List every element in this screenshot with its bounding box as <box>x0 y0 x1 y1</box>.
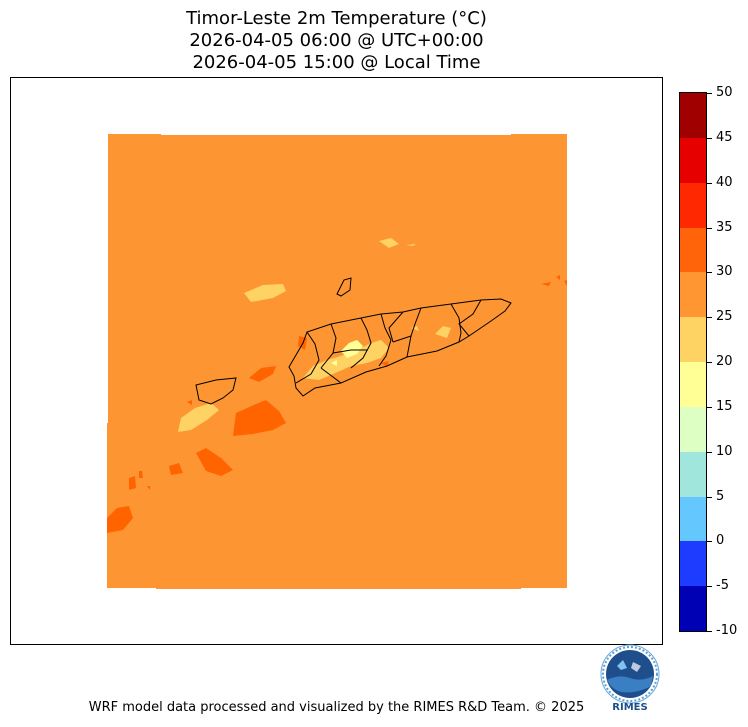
colorbar-tick-label: 30 <box>716 264 733 280</box>
colorbar-tick <box>707 406 712 408</box>
svg-text:RIMES: RIMES <box>612 702 647 713</box>
colorbar-tick-label: 50 <box>716 85 733 100</box>
rimes-logo: RIMES <box>597 644 663 714</box>
admin-borders <box>195 277 512 405</box>
colorbar-segment <box>680 182 706 228</box>
colorbar-tick-label: 10 <box>716 443 733 459</box>
colorbar-tick <box>707 451 712 453</box>
colorbar-tick <box>707 496 712 498</box>
colorbar-tick <box>707 272 712 274</box>
mild-patches <box>331 340 363 366</box>
colorbar-segment <box>680 406 706 453</box>
colorbar-tick-label: 40 <box>716 174 733 190</box>
local-time: 2026-04-05 15:00 @ Local Time <box>192 52 481 73</box>
chart-title: Timor-Leste 2m Temperature (°C) <box>186 8 487 29</box>
colorbar-tick-label: 15 <box>716 398 733 414</box>
footer-credit: WRF model data processed and visualized … <box>88 700 585 715</box>
colorbar-tick <box>707 227 712 229</box>
colorbar-segment <box>680 586 706 632</box>
colorbar-tick <box>707 541 712 543</box>
colorbar-segment <box>680 137 706 184</box>
colorbar-tick-label: 25 <box>716 309 733 325</box>
colorbar-tick-label: 5 <box>716 488 725 504</box>
colorbar-segment <box>680 93 706 139</box>
colorbar-segment <box>680 362 706 408</box>
colorbar-tick <box>707 182 712 184</box>
colorbar-tick-label: 20 <box>716 354 733 369</box>
colorbar-segment <box>680 451 706 497</box>
colorbar-tick-label: -5 <box>716 578 729 594</box>
colorbar-tick <box>707 317 712 319</box>
colorbar-tick <box>707 631 712 632</box>
colorbar-segment <box>680 227 706 273</box>
colorbar-tick <box>707 362 712 363</box>
colorbar <box>679 92 707 632</box>
colorbar-tick-label: 0 <box>716 533 725 549</box>
colorbar-segment <box>680 541 706 587</box>
colorbar-segment <box>680 317 706 363</box>
warm-patches <box>107 275 567 533</box>
map-panel: RIMES <box>10 77 663 713</box>
colorbar-tick-label: -10 <box>716 623 738 638</box>
colorbar-segment <box>680 272 706 318</box>
colorbar-tick <box>707 137 712 139</box>
utc-time: 2026-04-05 06:00 @ UTC+00:00 <box>189 30 484 51</box>
colorbar-tick-label: 35 <box>716 219 733 235</box>
colorbar-tick <box>707 93 712 94</box>
colorbar-segment <box>680 496 706 542</box>
colorbar-tick <box>707 586 712 588</box>
temperature-map <box>107 134 567 589</box>
colorbar-tick-label: 45 <box>716 129 733 145</box>
